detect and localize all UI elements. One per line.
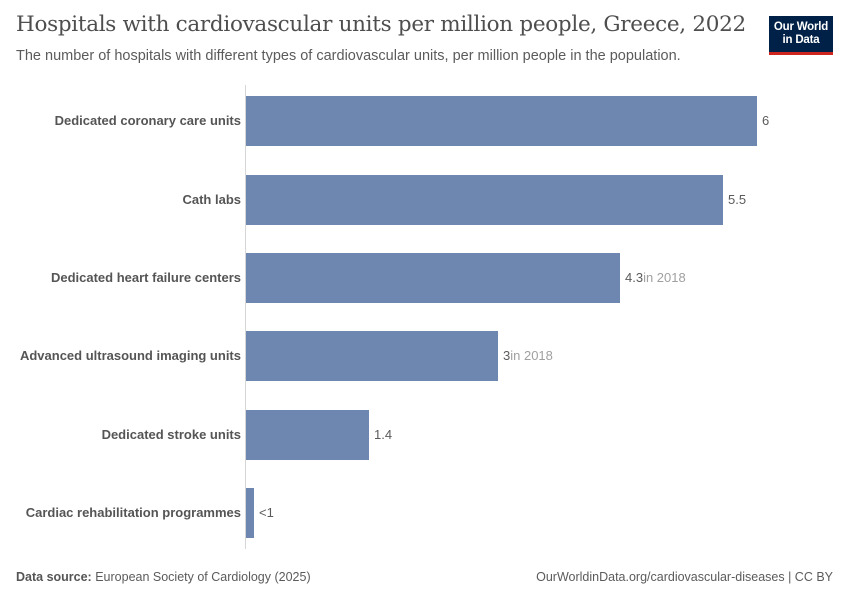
value-label: 5.5 (728, 175, 746, 225)
chart-title: Hospitals with cardiovascular units per … (16, 12, 746, 37)
value-note: in 2018 (510, 348, 553, 363)
bar-row[interactable]: Dedicated heart failure centers 4.3in 201… (0, 253, 850, 303)
owid-logo[interactable]: Our World in Data (769, 16, 833, 55)
value-number: 6 (762, 113, 770, 128)
value-number: 1.4 (374, 427, 393, 442)
data-source: Data source: European Society of Cardiol… (16, 570, 311, 584)
bar[interactable] (246, 488, 254, 538)
bar-row[interactable]: Cath labs 5.5 (0, 175, 850, 225)
category-label: Advanced ultrasound imaging units (19, 348, 241, 363)
y-axis-line (245, 85, 246, 549)
value-label: 6 (762, 96, 769, 146)
data-source-text[interactable]: European Society of Cardiology (2025) (91, 570, 311, 584)
bar[interactable] (246, 253, 620, 303)
url-license[interactable]: OurWorldinData.org/cardiovascular-diseas… (536, 570, 833, 584)
bar-row[interactable]: Dedicated stroke units 1.4 (0, 410, 850, 460)
logo-line-2: in Data (782, 34, 820, 46)
bar-row[interactable]: Dedicated coronary care units 6 (0, 96, 850, 146)
value-label: 4.3in 2018 (625, 253, 686, 303)
chart-subtitle: The number of hospitals with different t… (16, 48, 681, 64)
value-number: 4.3 (625, 270, 644, 285)
value-note: in 2018 (643, 270, 686, 285)
data-source-label: Data source: (16, 570, 92, 584)
value-label: <1 (259, 488, 274, 538)
category-label: Dedicated coronary care units (54, 113, 241, 128)
logo-line-1: Our World (773, 21, 829, 33)
value-label: 1.4 (374, 410, 392, 460)
value-number: 5.5 (728, 192, 747, 207)
category-label: Cath labs (182, 192, 241, 207)
category-label: Dedicated heart failure centers (50, 270, 241, 285)
value-number: <1 (259, 505, 274, 520)
bar-row[interactable]: Cardiac rehabilitation programmes <1 (0, 488, 850, 538)
value-number: 3 (503, 348, 511, 363)
bar[interactable] (246, 331, 498, 381)
bar[interactable] (246, 96, 757, 146)
bar[interactable] (246, 410, 369, 460)
bar-row[interactable]: Advanced ultrasound imaging units 3in 201… (0, 331, 850, 381)
bar[interactable] (246, 175, 723, 225)
category-label: Cardiac rehabilitation programmes (25, 505, 241, 520)
category-label: Dedicated stroke units (101, 427, 241, 442)
value-label: 3in 2018 (503, 331, 553, 381)
